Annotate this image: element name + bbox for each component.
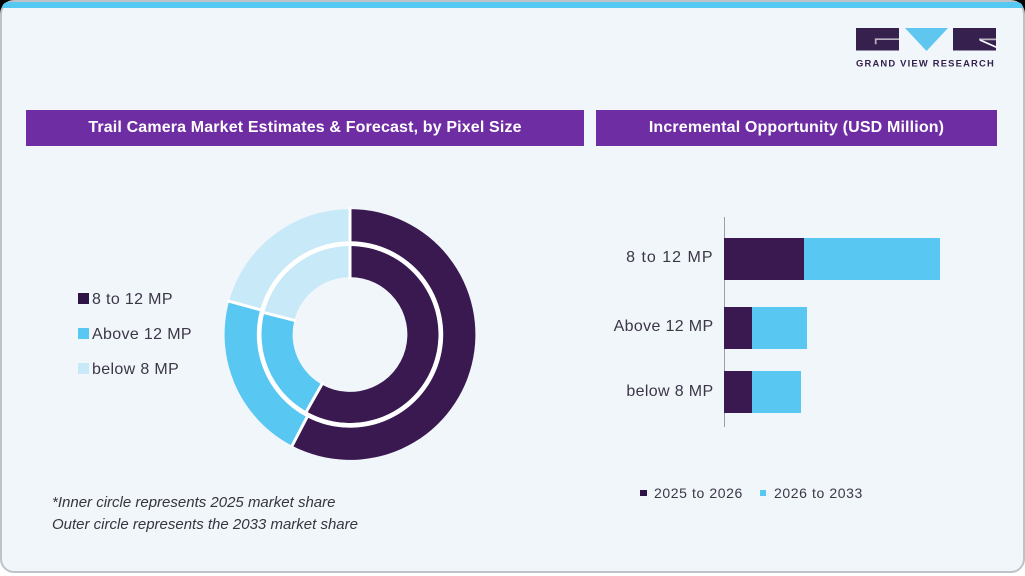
svg-text:GRAND VIEW RESEARCH: GRAND VIEW RESEARCH [856,58,995,69]
